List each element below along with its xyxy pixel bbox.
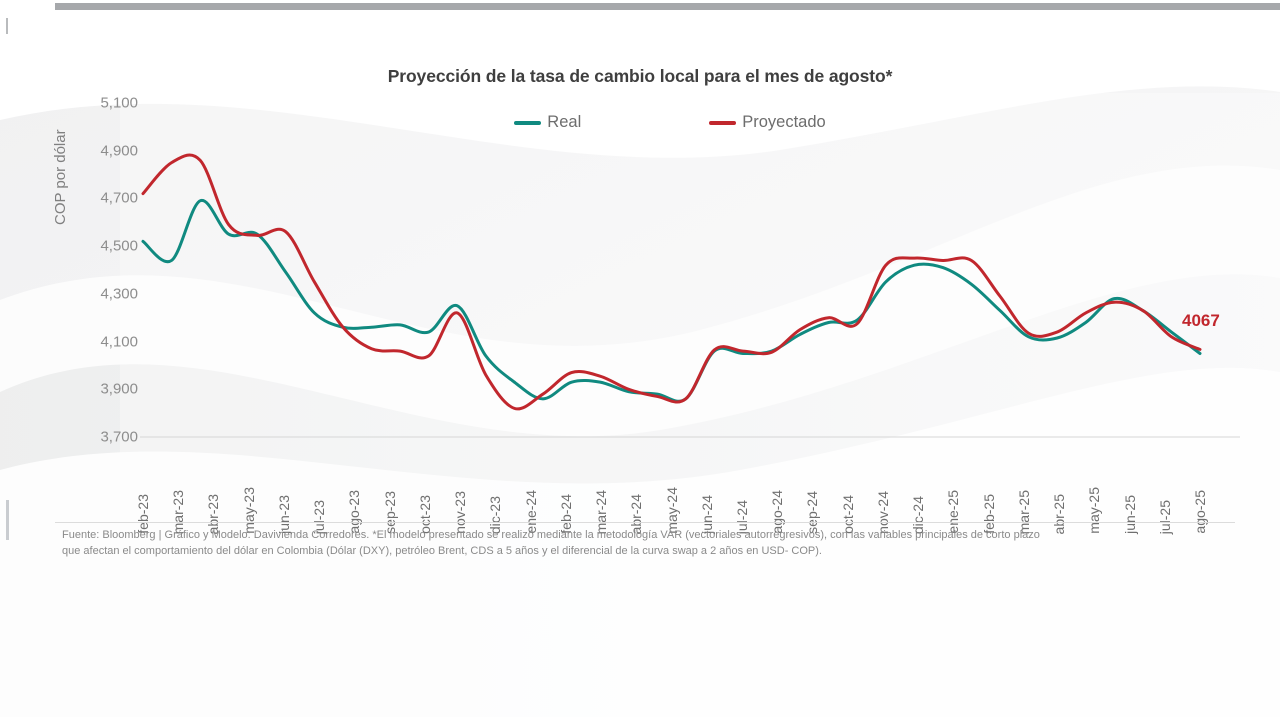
series-line-real <box>141 199 1202 403</box>
legend-label-proyectado: Proyectado <box>742 113 826 131</box>
y-tick-label: 3,700 <box>100 428 138 446</box>
header-bar <box>55 3 1280 10</box>
legend-swatch-proyectado <box>709 120 737 125</box>
data-label-last-value: 4067 <box>1182 311 1220 331</box>
footnote-line-1: Fuente: Bloomberg | Gráfico y Modelo: Da… <box>62 529 1040 541</box>
y-axis-tick-labels: 3,700 3,900 4,100 4,300 4,500 4,700 4,900 5,100 <box>76 40 138 540</box>
y-tick-label: 4,700 <box>100 189 138 207</box>
left-edge-marker-top <box>6 18 8 34</box>
chart-legend: Real Proyectado <box>0 113 1280 132</box>
y-tick-label: 4,100 <box>100 333 138 351</box>
footnote-line-2: que afectan el comportamiento del dólar … <box>62 544 822 557</box>
y-tick-label: 3,900 <box>100 380 138 398</box>
series-line-proyectado <box>141 153 1202 411</box>
legend-swatch-real <box>514 120 542 125</box>
y-tick-label: 4,300 <box>100 285 138 303</box>
chart-title: Proyección de la tasa de cambio local pa… <box>387 66 893 86</box>
left-edge-marker-bottom <box>6 500 9 540</box>
chart-container: Proyección de la tasa de cambio local pa… <box>0 40 1280 540</box>
y-tick-label: 4,500 <box>100 237 138 255</box>
footnote-divider <box>55 522 1235 523</box>
x-tick-label: ago-25 <box>1192 490 1208 534</box>
x-axis-tick-labels: feb-23 mar-23 abr-23 may-23 jun-23 jul-23 ago-… <box>0 444 1280 534</box>
legend-item-proyectado[interactable]: Proyectado <box>709 113 826 132</box>
legend-item-real[interactable]: Real <box>514 113 581 132</box>
chart-plot-svg <box>140 153 1240 438</box>
y-tick-label: 4,900 <box>100 142 138 160</box>
y-tick-label: 5,100 <box>100 94 138 112</box>
footnote: Fuente: Bloomberg | Gráfico y Modelo: Da… <box>62 528 1162 560</box>
x-tick-label: may-24 <box>663 487 680 534</box>
x-tick-label: may-25 <box>1086 487 1103 534</box>
legend-label-real: Real <box>547 113 582 131</box>
x-tick-label: may-23 <box>240 487 257 534</box>
plot-area: COP por dólar 3,700 3,900 4,100 4,300 4,500 4… <box>0 40 1280 540</box>
